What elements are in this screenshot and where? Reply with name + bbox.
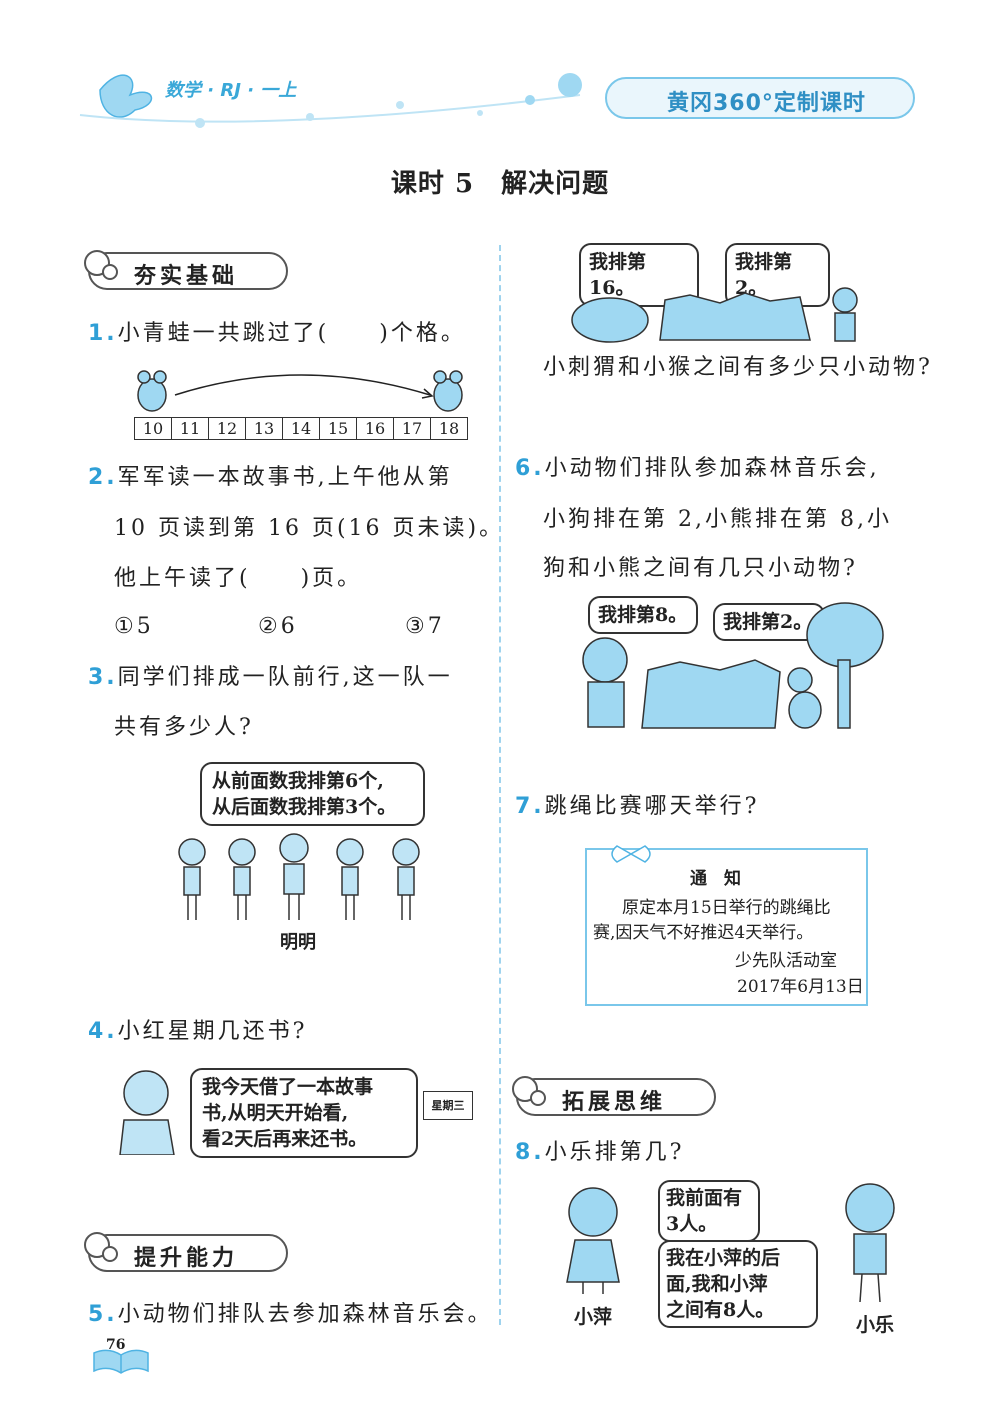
q6-line3: 狗和小熊之间有几只小动物? xyxy=(543,556,858,581)
header-brand-label: 黄冈360°定制课时 xyxy=(667,91,866,116)
q6-bubble-bear: 我排第8。 xyxy=(588,596,698,634)
q3-number: 3. xyxy=(88,665,118,690)
q8-girl-name: 小萍 xyxy=(574,1306,613,1328)
frog-jump-illustration xyxy=(137,370,463,412)
cell: 14 xyxy=(283,418,320,439)
cell: 15 xyxy=(320,418,357,439)
header-brand: 黄冈360°定制课时 xyxy=(605,77,915,119)
section-basic: 夯实基础 xyxy=(84,250,288,290)
q6-line1: 小动物们排队参加森林音乐会, xyxy=(544,456,880,481)
section-extend: 拓展思维 xyxy=(512,1076,716,1116)
q8: 8.小乐排第几? xyxy=(515,1142,684,1164)
ribbon-icon xyxy=(611,845,651,863)
q1-text: 小青蛙一共跳过了( )个格。 xyxy=(117,321,466,346)
q3-line1: 同学们排成一队前行,这一队一 xyxy=(117,665,453,690)
header-decoration xyxy=(79,73,582,128)
q8-boy-name: 小乐 xyxy=(856,1314,895,1336)
notice-line2: 赛,因天气不好推迟4天举行。 xyxy=(593,923,814,943)
cell: 16 xyxy=(357,418,394,439)
q4-bubble-line1: 我今天借了一本故事 xyxy=(202,1076,374,1098)
students-line-illustration xyxy=(178,833,420,920)
q4-bubble-line3: 看2天后再来还书。 xyxy=(202,1128,368,1150)
q4-number: 4. xyxy=(88,1019,118,1044)
q2-line3: 他上午读了( )页。 xyxy=(114,566,363,591)
q5-text: 小动物们排队去参加森林音乐会。 xyxy=(117,1302,493,1327)
q3: 3.同学们排成一队前行,这一队一 xyxy=(88,667,453,689)
notice-title: 通 知 xyxy=(690,869,741,889)
q4-text: 小红星期几还书? xyxy=(117,1019,308,1044)
section-extend-label: 拓展思维 xyxy=(562,1090,667,1115)
book-icon xyxy=(93,1349,149,1374)
notice-card: 通 知 原定本月15日举行的跳绳比 赛,因天气不好推迟4天举行。 少先队活动室 … xyxy=(585,845,868,1006)
q6-number: 6. xyxy=(515,456,545,481)
bear-dog-illustration xyxy=(582,602,884,729)
q8-bubble-girl-line1: 我前面有 xyxy=(666,1187,743,1209)
q5: 5.小动物们排队去参加森林音乐会。 xyxy=(88,1304,493,1326)
q4-speech-bubble: 我今天借了一本故事 书,从明天开始看, 看2天后再来还书。 xyxy=(190,1068,418,1158)
q3-speech-bubble: 从前面数我排第6个, 从后面数我排第3个。 xyxy=(200,762,425,826)
cell: 13 xyxy=(246,418,283,439)
q1: 1.小青蛙一共跳过了( )个格。 xyxy=(88,323,466,345)
q7-number: 7. xyxy=(515,794,545,819)
q5-question: 小刺猬和小猴之间有多少只小动物? xyxy=(543,355,933,380)
q8-bubble-boy: 我在小萍的后 面,我和小萍 之间有8人。 xyxy=(658,1240,818,1328)
header-subject: 数学 · RJ · 一上 xyxy=(165,80,297,101)
notice-signature: 少先队活动室 xyxy=(735,951,837,971)
q3-line2: 共有多少人? xyxy=(114,715,254,740)
q2-option-3: ③7 xyxy=(405,614,445,639)
number-line: 10 11 12 13 14 15 16 17 18 xyxy=(134,417,468,440)
q6-bubble-dog: 我排第2。 xyxy=(713,603,825,641)
q2-line2: 10 页读到第 16 页(16 页未读)。 xyxy=(114,516,505,541)
section-basic-label: 夯实基础 xyxy=(134,264,239,289)
q8-bubble-girl: 我前面有 3人。 xyxy=(658,1180,760,1242)
q1-number: 1. xyxy=(88,321,118,346)
notice-date: 2017年6月13日 xyxy=(737,977,864,997)
q7-text: 跳绳比赛哪天举行? xyxy=(544,794,760,819)
q8-bubble-girl-line2: 3人。 xyxy=(666,1213,718,1235)
q2-option-2: ②6 xyxy=(258,614,298,639)
cell: 12 xyxy=(209,418,246,439)
cell: 11 xyxy=(172,418,209,439)
q8-number: 8. xyxy=(515,1140,545,1165)
page-title: 课时 5 解决问题 xyxy=(390,169,610,199)
q3-bubble-line1: 从前面数我排第6个, xyxy=(212,770,384,792)
q8-bubble-boy-line1: 我在小萍的后 xyxy=(666,1247,781,1269)
q2-line1: 军军读一本故事书,上午他从第 xyxy=(117,465,453,490)
column-divider xyxy=(499,245,501,1325)
q8-bubble-boy-line3: 之间有8人。 xyxy=(666,1299,775,1321)
q3-bubble-line2: 从后面数我排第3个。 xyxy=(212,796,397,818)
q2-option-1: ①5 xyxy=(114,614,154,639)
q3-name-label: 明明 xyxy=(280,932,316,953)
cell: 10 xyxy=(135,418,172,439)
q8-text: 小乐排第几? xyxy=(544,1140,685,1165)
q2-number: 2. xyxy=(88,465,118,490)
q4-bubble-line2: 书,从明天开始看, xyxy=(202,1102,349,1124)
boy-xiaole-illustration xyxy=(845,1183,895,1303)
girl-illustration xyxy=(119,1070,175,1155)
q7: 7.跳绳比赛哪天举行? xyxy=(515,796,759,818)
hedgehog-monkey-illustration xyxy=(571,287,858,343)
q5-number: 5. xyxy=(88,1302,118,1327)
q6-line2: 小狗排在第 2,小熊排在第 8,小 xyxy=(543,507,892,532)
page-number: 76 xyxy=(106,1337,126,1353)
q4: 4.小红星期几还书? xyxy=(88,1021,307,1043)
notice-line1: 原定本月15日举行的跳绳比 xyxy=(622,898,831,918)
girl-xiaoping-illustration xyxy=(566,1187,620,1294)
section-improve-label: 提升能力 xyxy=(134,1246,239,1271)
cell: 18 xyxy=(438,419,460,438)
q2: 2.军军读一本故事书,上午他从第 xyxy=(88,467,453,489)
q8-bubble-boy-line2: 面,我和小萍 xyxy=(666,1273,768,1295)
q6: 6.小动物们排队参加森林音乐会, xyxy=(515,458,880,480)
cell: 17 xyxy=(394,418,431,439)
section-improve: 提升能力 xyxy=(84,1232,288,1272)
calendar-card: 星期三 xyxy=(423,1091,473,1120)
